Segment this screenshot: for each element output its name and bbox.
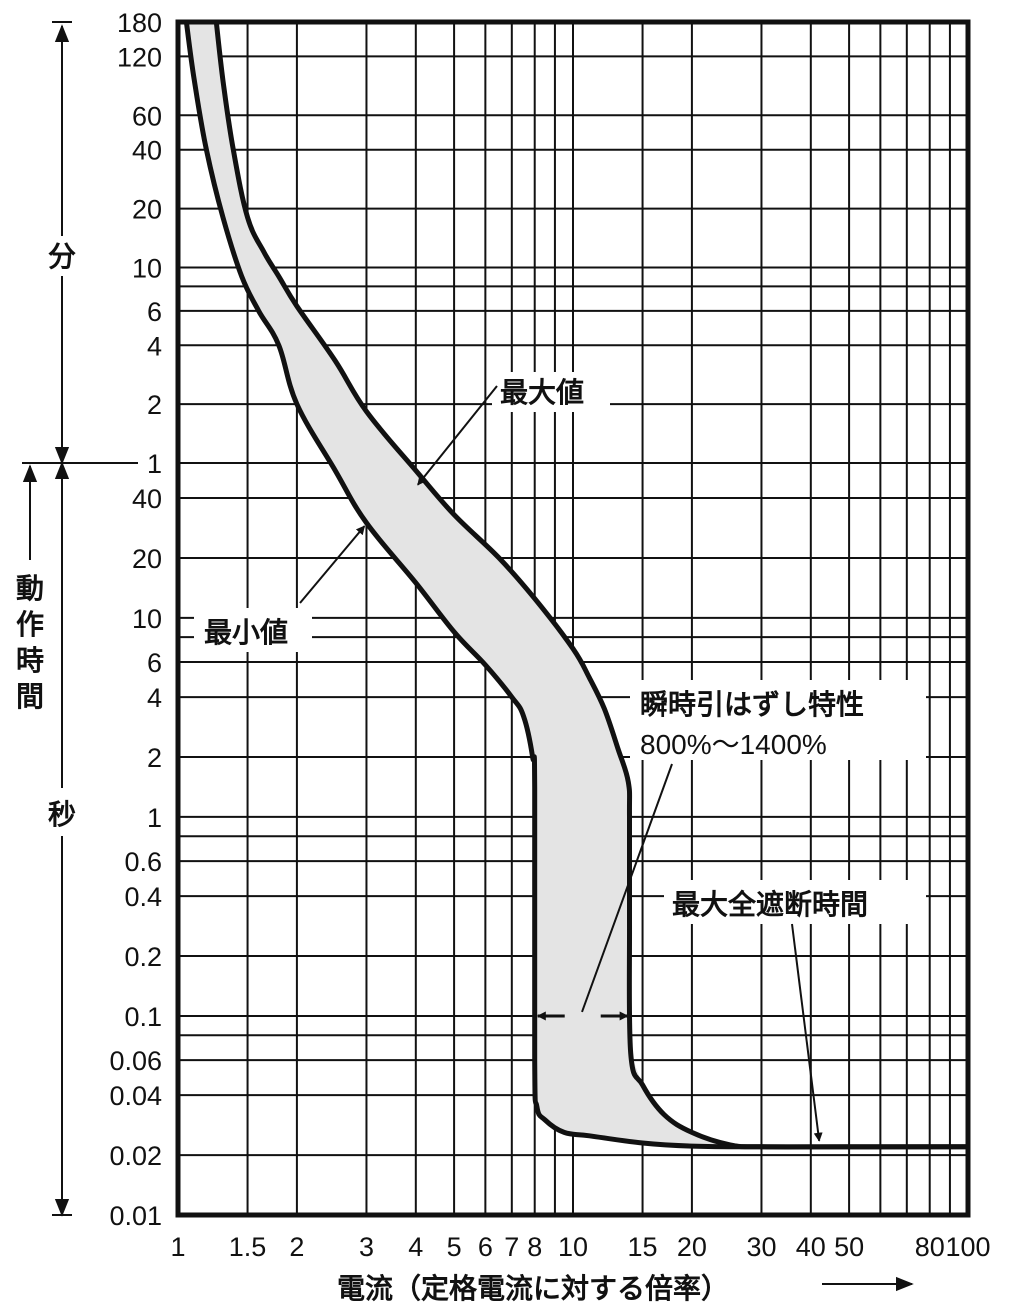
arrow-min	[299, 525, 366, 604]
unit-label-seconds: 秒	[48, 798, 76, 831]
y-tick-label-seconds: 0.04	[109, 1081, 162, 1111]
plot-border	[175, 19, 971, 1218]
x-axis-title: 電流（定格電流に対する倍率）	[337, 1272, 729, 1305]
y-tick-label-minutes: 4	[147, 331, 162, 361]
x-tick-label: 6	[478, 1232, 493, 1262]
y-tick-label-minutes: 40	[132, 136, 162, 166]
annotation-max-total-clearing: 最大全遮断時間	[672, 888, 868, 921]
annotation-min-value: 最小値	[204, 616, 288, 649]
y-tick-label-seconds: 0.1	[124, 1002, 162, 1032]
unit-label-minutes: 分	[48, 240, 76, 273]
y-tick-label-seconds: 4	[147, 683, 162, 713]
x-tick-label: 15	[628, 1232, 658, 1262]
x-tick-label: 8	[527, 1232, 542, 1262]
label-bg-instant	[630, 680, 926, 760]
plot-frame	[175, 19, 971, 1218]
x-tick-label: 1.5	[229, 1232, 267, 1262]
y-tick-label-seconds: 0.4	[124, 882, 162, 912]
characteristic-band	[186, 22, 969, 1147]
y-axis-title-char: 間	[16, 680, 44, 713]
annotation-instant-trip-range: 800%～1400%	[640, 729, 827, 760]
y-tick-label-minutes: 1	[147, 449, 162, 479]
x-tick-label: 4	[408, 1232, 423, 1262]
y-tick-label-seconds: 10	[132, 604, 162, 634]
x-tick-labels: 1 1.5 2 3 4 5 6 7 8 10 15 20 30 40 50 80 100	[170, 1232, 990, 1262]
y-axis-title-char: 作	[16, 608, 44, 641]
annotation-instant-trip: 瞬時引はずし特性	[640, 688, 864, 721]
x-tick-label: 5	[447, 1232, 462, 1262]
band-fill	[186, 22, 969, 1147]
y-tick-label-seconds: 0.01	[109, 1201, 162, 1231]
arrow-max	[417, 385, 498, 486]
label-bg-min	[194, 608, 312, 652]
y-tick-label-seconds: 0.6	[124, 847, 162, 877]
x-tick-label: 10	[558, 1232, 588, 1262]
y-tick-label-minutes: 6	[147, 297, 162, 327]
y-tick-label-seconds: 0.06	[109, 1046, 162, 1076]
instant-leader-line	[581, 763, 673, 1013]
x-tick-label: 50	[834, 1232, 864, 1262]
y-tick-label-seconds: 0.2	[124, 942, 162, 972]
y-axis-title-char: 時	[16, 644, 44, 677]
y-tick-label-minutes: 60	[132, 101, 162, 131]
y-tick-label-seconds: 2	[147, 743, 162, 773]
y-tick-label-seconds: 40	[132, 484, 162, 514]
y-tick-label-minutes: 10	[132, 253, 162, 283]
y-tick-label-seconds: 1	[147, 803, 162, 833]
x-tick-label: 7	[504, 1232, 519, 1262]
min-curve	[183, 21, 969, 1150]
y-tick-label-seconds: 20	[132, 544, 162, 574]
x-tick-label: 20	[677, 1232, 707, 1262]
x-tick-label: 30	[746, 1232, 776, 1262]
x-tick-label: 100	[945, 1232, 990, 1262]
x-tick-label: 2	[289, 1232, 304, 1262]
y-tick-labels: 180 120 60 40 20 10 6 4 2 1 40 20 10 6 4 2 1 0.6 0.4 0.2 0.1…	[109, 8, 162, 1231]
y-tick-label-minutes: 120	[117, 42, 162, 72]
label-bg-total-clearing	[664, 880, 926, 924]
x-axis-title: 電流（定格電流に対する倍率）	[337, 1272, 914, 1305]
x-tick-label: 40	[796, 1232, 826, 1262]
y-axis-title-char: 動	[16, 572, 44, 605]
y-tick-label-seconds: 0.02	[109, 1141, 162, 1171]
label-bg-max	[492, 372, 610, 412]
curves	[183, 21, 969, 1150]
y-tick-label-seconds: 6	[147, 648, 162, 678]
y-tick-label-minutes: 180	[117, 8, 162, 38]
x-tick-label: 80	[915, 1232, 945, 1262]
y-tick-label-minutes: 2	[147, 390, 162, 420]
arrow-total-clearing	[791, 923, 823, 1142]
x-tick-label: 1	[170, 1232, 185, 1262]
y-tick-label-minutes: 20	[132, 195, 162, 225]
max-curve	[213, 21, 968, 1150]
annotation-max-value: 最大値	[500, 376, 584, 409]
x-tick-label: 3	[359, 1232, 374, 1262]
